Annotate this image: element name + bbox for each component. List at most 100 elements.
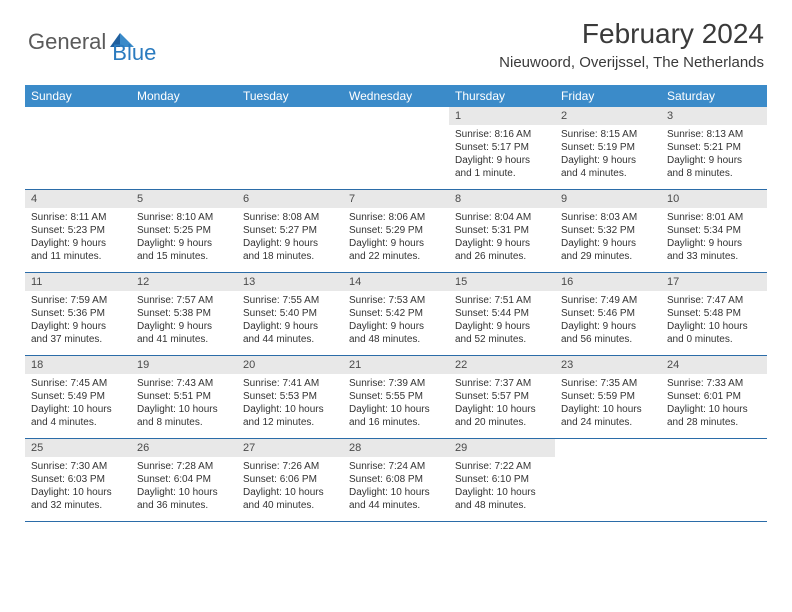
- calendar-cell: 23Sunrise: 7:35 AMSunset: 5:59 PMDayligh…: [555, 356, 661, 438]
- month-title: February 2024: [499, 18, 764, 50]
- daylight-text: Daylight: 9 hours and 29 minutes.: [561, 237, 655, 263]
- calendar-row: 18Sunrise: 7:45 AMSunset: 5:49 PMDayligh…: [25, 356, 767, 439]
- day-body: Sunrise: 8:13 AMSunset: 5:21 PMDaylight:…: [661, 125, 767, 183]
- daylight-text: Daylight: 10 hours and 16 minutes.: [349, 403, 443, 429]
- weekday-header: Saturday: [661, 85, 767, 107]
- sunset-text: Sunset: 5:29 PM: [349, 224, 443, 237]
- calendar-cell: 22Sunrise: 7:37 AMSunset: 5:57 PMDayligh…: [449, 356, 555, 438]
- calendar-cell: 15Sunrise: 7:51 AMSunset: 5:44 PMDayligh…: [449, 273, 555, 355]
- sunrise-text: Sunrise: 7:59 AM: [31, 294, 125, 307]
- sunset-text: Sunset: 5:25 PM: [137, 224, 231, 237]
- day-body: Sunrise: 7:28 AMSunset: 6:04 PMDaylight:…: [131, 457, 237, 515]
- sunrise-text: Sunrise: 7:49 AM: [561, 294, 655, 307]
- calendar-row: 11Sunrise: 7:59 AMSunset: 5:36 PMDayligh…: [25, 273, 767, 356]
- sunset-text: Sunset: 5:17 PM: [455, 141, 549, 154]
- sunrise-text: Sunrise: 8:01 AM: [667, 211, 761, 224]
- logo-word2: Blue: [112, 40, 156, 66]
- calendar-cell: 3Sunrise: 8:13 AMSunset: 5:21 PMDaylight…: [661, 107, 767, 189]
- daylight-text: Daylight: 9 hours and 52 minutes.: [455, 320, 549, 346]
- sunset-text: Sunset: 5:55 PM: [349, 390, 443, 403]
- weekday-header: Thursday: [449, 85, 555, 107]
- title-block: February 2024 Nieuwoord, Overijssel, The…: [499, 18, 764, 71]
- sunrise-text: Sunrise: 7:47 AM: [667, 294, 761, 307]
- daylight-text: Daylight: 9 hours and 8 minutes.: [667, 154, 761, 180]
- calendar-cell-empty: [343, 107, 449, 189]
- calendar-cell: 26Sunrise: 7:28 AMSunset: 6:04 PMDayligh…: [131, 439, 237, 521]
- calendar-cell-empty: [661, 439, 767, 521]
- sunrise-text: Sunrise: 7:30 AM: [31, 460, 125, 473]
- day-number: 23: [555, 356, 661, 374]
- sunrise-text: Sunrise: 7:33 AM: [667, 377, 761, 390]
- day-body: Sunrise: 7:30 AMSunset: 6:03 PMDaylight:…: [25, 457, 131, 515]
- day-body: Sunrise: 8:01 AMSunset: 5:34 PMDaylight:…: [661, 208, 767, 266]
- sunrise-text: Sunrise: 7:26 AM: [243, 460, 337, 473]
- sunrise-text: Sunrise: 7:51 AM: [455, 294, 549, 307]
- day-body: Sunrise: 7:55 AMSunset: 5:40 PMDaylight:…: [237, 291, 343, 349]
- sunset-text: Sunset: 5:49 PM: [31, 390, 125, 403]
- calendar-row: 1Sunrise: 8:16 AMSunset: 5:17 PMDaylight…: [25, 107, 767, 190]
- day-number-empty: [237, 107, 343, 125]
- calendar-header-row: SundayMondayTuesdayWednesdayThursdayFrid…: [25, 85, 767, 107]
- weekday-header: Friday: [555, 85, 661, 107]
- day-body: Sunrise: 7:57 AMSunset: 5:38 PMDaylight:…: [131, 291, 237, 349]
- calendar-cell: 5Sunrise: 8:10 AMSunset: 5:25 PMDaylight…: [131, 190, 237, 272]
- calendar-body: 1Sunrise: 8:16 AMSunset: 5:17 PMDaylight…: [25, 107, 767, 522]
- calendar-cell: 25Sunrise: 7:30 AMSunset: 6:03 PMDayligh…: [25, 439, 131, 521]
- sunrise-text: Sunrise: 8:13 AM: [667, 128, 761, 141]
- day-number: 5: [131, 190, 237, 208]
- daylight-text: Daylight: 10 hours and 12 minutes.: [243, 403, 337, 429]
- day-number: 8: [449, 190, 555, 208]
- day-body: Sunrise: 7:33 AMSunset: 6:01 PMDaylight:…: [661, 374, 767, 432]
- sunset-text: Sunset: 6:03 PM: [31, 473, 125, 486]
- day-body: Sunrise: 7:59 AMSunset: 5:36 PMDaylight:…: [25, 291, 131, 349]
- sunrise-text: Sunrise: 7:41 AM: [243, 377, 337, 390]
- day-body: Sunrise: 8:08 AMSunset: 5:27 PMDaylight:…: [237, 208, 343, 266]
- daylight-text: Daylight: 9 hours and 48 minutes.: [349, 320, 443, 346]
- day-number: 18: [25, 356, 131, 374]
- calendar-row: 25Sunrise: 7:30 AMSunset: 6:03 PMDayligh…: [25, 439, 767, 522]
- day-body: Sunrise: 7:45 AMSunset: 5:49 PMDaylight:…: [25, 374, 131, 432]
- logo: General Blue: [28, 18, 156, 66]
- weekday-header: Wednesday: [343, 85, 449, 107]
- day-body: Sunrise: 7:49 AMSunset: 5:46 PMDaylight:…: [555, 291, 661, 349]
- day-number: 20: [237, 356, 343, 374]
- day-number: 3: [661, 107, 767, 125]
- day-body: Sunrise: 7:26 AMSunset: 6:06 PMDaylight:…: [237, 457, 343, 515]
- calendar-cell: 13Sunrise: 7:55 AMSunset: 5:40 PMDayligh…: [237, 273, 343, 355]
- day-number-empty: [25, 107, 131, 125]
- sunset-text: Sunset: 5:42 PM: [349, 307, 443, 320]
- sunset-text: Sunset: 5:57 PM: [455, 390, 549, 403]
- daylight-text: Daylight: 9 hours and 1 minute.: [455, 154, 549, 180]
- day-number: 12: [131, 273, 237, 291]
- daylight-text: Daylight: 9 hours and 15 minutes.: [137, 237, 231, 263]
- sunrise-text: Sunrise: 7:39 AM: [349, 377, 443, 390]
- day-number: 11: [25, 273, 131, 291]
- sunrise-text: Sunrise: 8:03 AM: [561, 211, 655, 224]
- sunset-text: Sunset: 6:01 PM: [667, 390, 761, 403]
- calendar-cell: 21Sunrise: 7:39 AMSunset: 5:55 PMDayligh…: [343, 356, 449, 438]
- day-number: 15: [449, 273, 555, 291]
- daylight-text: Daylight: 10 hours and 0 minutes.: [667, 320, 761, 346]
- day-body: Sunrise: 8:16 AMSunset: 5:17 PMDaylight:…: [449, 125, 555, 183]
- calendar-cell-empty: [131, 107, 237, 189]
- weekday-header: Sunday: [25, 85, 131, 107]
- daylight-text: Daylight: 9 hours and 33 minutes.: [667, 237, 761, 263]
- calendar-cell-empty: [237, 107, 343, 189]
- day-body: Sunrise: 8:11 AMSunset: 5:23 PMDaylight:…: [25, 208, 131, 266]
- day-number: 2: [555, 107, 661, 125]
- sunrise-text: Sunrise: 8:16 AM: [455, 128, 549, 141]
- day-number-empty: [661, 439, 767, 457]
- daylight-text: Daylight: 9 hours and 37 minutes.: [31, 320, 125, 346]
- day-number: 25: [25, 439, 131, 457]
- sunrise-text: Sunrise: 7:24 AM: [349, 460, 443, 473]
- day-body: Sunrise: 7:35 AMSunset: 5:59 PMDaylight:…: [555, 374, 661, 432]
- daylight-text: Daylight: 10 hours and 4 minutes.: [31, 403, 125, 429]
- daylight-text: Daylight: 9 hours and 22 minutes.: [349, 237, 443, 263]
- calendar-cell: 28Sunrise: 7:24 AMSunset: 6:08 PMDayligh…: [343, 439, 449, 521]
- day-number: 26: [131, 439, 237, 457]
- day-body: Sunrise: 7:24 AMSunset: 6:08 PMDaylight:…: [343, 457, 449, 515]
- day-body: Sunrise: 7:53 AMSunset: 5:42 PMDaylight:…: [343, 291, 449, 349]
- calendar-cell: 18Sunrise: 7:45 AMSunset: 5:49 PMDayligh…: [25, 356, 131, 438]
- calendar-cell: 2Sunrise: 8:15 AMSunset: 5:19 PMDaylight…: [555, 107, 661, 189]
- calendar-cell: 11Sunrise: 7:59 AMSunset: 5:36 PMDayligh…: [25, 273, 131, 355]
